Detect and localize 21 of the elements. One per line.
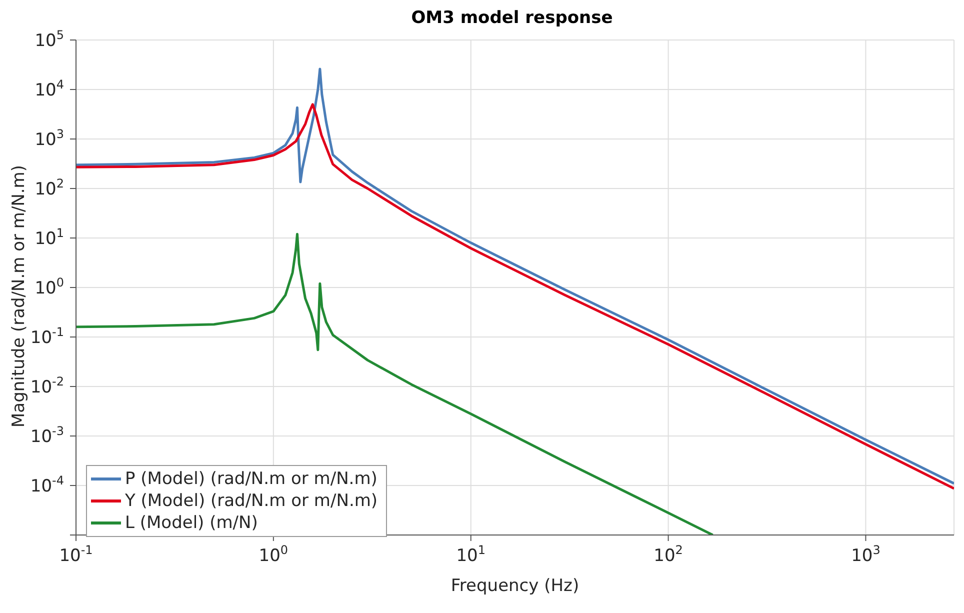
- y-tick-label: 10$^{-4}$: [30, 474, 64, 496]
- legend-label: L (Model) (m/N): [125, 512, 258, 534]
- y-tick-label: 10$^{-3}$: [30, 424, 64, 447]
- y-tick-label: 10$^{0}$: [34, 276, 64, 298]
- y-tick-label: 10$^{2}$: [34, 176, 64, 200]
- legend-label: P (Model) (rad/N.m or m/N.m): [125, 468, 378, 490]
- x-tick-label: 10$^{0}$: [258, 543, 288, 566]
- chart-title: OM3 model response: [410, 8, 614, 28]
- x-tick-label: 10$^{3}$: [851, 543, 880, 566]
- x-tick-label: 10$^{1}$: [456, 543, 486, 566]
- y-tick-label: 10$^{-1}$: [30, 325, 64, 348]
- y-tick-label: 10$^{3}$: [34, 127, 64, 150]
- x-tick-label: 10$^{2}$: [654, 543, 683, 566]
- legend-label: Y (Model) (rad/N.m or m/N.m): [125, 490, 378, 512]
- x-axis-title: Frequency (Hz): [450, 576, 580, 596]
- y-axis-title: Magnitude (rad/N.m or m/N.m): [9, 164, 30, 428]
- y-tick-label: 10$^{4}$: [34, 78, 64, 100]
- y-tick-label: 10$^{1}$: [34, 226, 64, 249]
- x-tick-label: 10$^{-1}$: [59, 543, 93, 566]
- y-tick-label: 10$^{5}$: [34, 28, 64, 51]
- y-tick-label: 10$^{-2}$: [30, 374, 64, 398]
